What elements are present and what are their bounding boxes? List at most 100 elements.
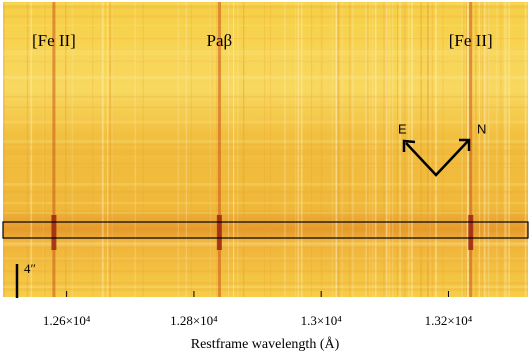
noise-band [3,258,528,262]
noise-band [3,37,528,40]
noise-streak [374,2,377,297]
noise-streak [407,2,410,297]
noise-streak [506,2,507,297]
noise-band [3,214,528,216]
noise-band [3,52,528,56]
compass-east: E [398,121,407,136]
noise-streak [487,2,489,297]
noise-streak [71,2,74,297]
noise-streak [385,2,388,297]
noise-band [3,238,528,241]
overlays: 4″ E N Restframe wavelength (Å) [Fe II] P… [2,31,529,352]
noise-streak [109,2,111,297]
noise-band [3,149,528,153]
noise-band [3,140,528,143]
noise-streak [397,2,399,297]
noise-streak [237,2,239,297]
noise-band [3,242,528,245]
noise-streak [320,2,323,297]
emission-core [468,215,474,250]
noise-band [3,212,528,214]
noise-streak [349,2,351,297]
noise-streak [337,2,340,297]
line-annotation: Paβ [207,31,233,50]
noise-streak [383,2,385,297]
line-annotation: [Fe II] [449,31,493,50]
noise-streak [294,2,297,297]
noise-band [3,152,528,156]
noise-streak [463,2,465,297]
noise-band [3,202,528,205]
noise-streak [111,2,113,297]
noise-band [3,15,528,17]
noise-streak [215,2,217,297]
noise-streak [508,2,510,297]
image-background [3,2,528,297]
noise-streak [3,2,5,297]
noise-band [3,120,528,124]
line-annotation: [Fe II] [32,31,76,50]
noise-streak [336,2,338,297]
noise-band [3,50,528,53]
noise-streak [524,2,526,297]
noise-streak [3,2,5,297]
noise-streak [351,2,354,297]
noise-streak [331,2,333,297]
noise-band [3,106,528,109]
noise-band [3,95,528,98]
noise-streak [30,2,33,297]
extraction-box [2,221,529,239]
noise-streak [284,2,286,297]
noise-band [3,288,528,291]
noise-streak [392,2,394,297]
emission-line [469,2,473,297]
noise-streak [478,2,481,297]
compass-north: N [477,121,486,136]
noise-streak [264,2,266,297]
noise-streak [242,2,245,297]
noise-streak [483,2,486,297]
noise-band [3,269,528,273]
noise-band [3,190,528,193]
noise-streak [496,2,498,297]
noise-band [3,257,528,261]
x-tick-label: 1.26×10⁴ [43,313,91,328]
noise-band [3,162,528,165]
emission-core [51,215,57,250]
compass [402,138,471,177]
noise-streak [461,2,463,297]
x-axis-label: Restframe wavelength (Å) [191,336,340,352]
x-tick-label: 1.28×10⁴ [170,313,218,328]
noise-band [3,239,528,241]
noise-streak [431,2,433,297]
noise-streak [190,2,192,297]
noise-streak [211,2,213,297]
noise-streak [311,2,313,297]
noise-streak [487,2,490,297]
noise-streak [435,2,437,297]
noise-streak [466,2,469,297]
noise-band [3,59,528,61]
noise-streak [134,2,136,297]
noise-band [3,191,528,194]
noise-band [3,24,528,27]
noise-band [3,76,528,80]
noise-band [3,246,528,248]
noise-streak [388,2,390,297]
noise-streak [92,2,94,297]
noise-streak [526,2,527,297]
noise-band [3,243,528,247]
noise-streak [365,2,367,297]
noise-band [3,285,528,289]
noise-streak [504,2,506,297]
noise-streak [270,2,271,297]
x-tick-label: 1.3×10⁴ [301,313,343,328]
noise-band [3,241,528,244]
noise-streak [474,2,477,297]
noise-streak [42,2,44,297]
scale-label: 4″ [24,261,36,276]
noise-streak [399,2,401,297]
noise-streak [500,2,502,297]
noise-streak [210,2,212,297]
noise-streak [297,2,299,297]
